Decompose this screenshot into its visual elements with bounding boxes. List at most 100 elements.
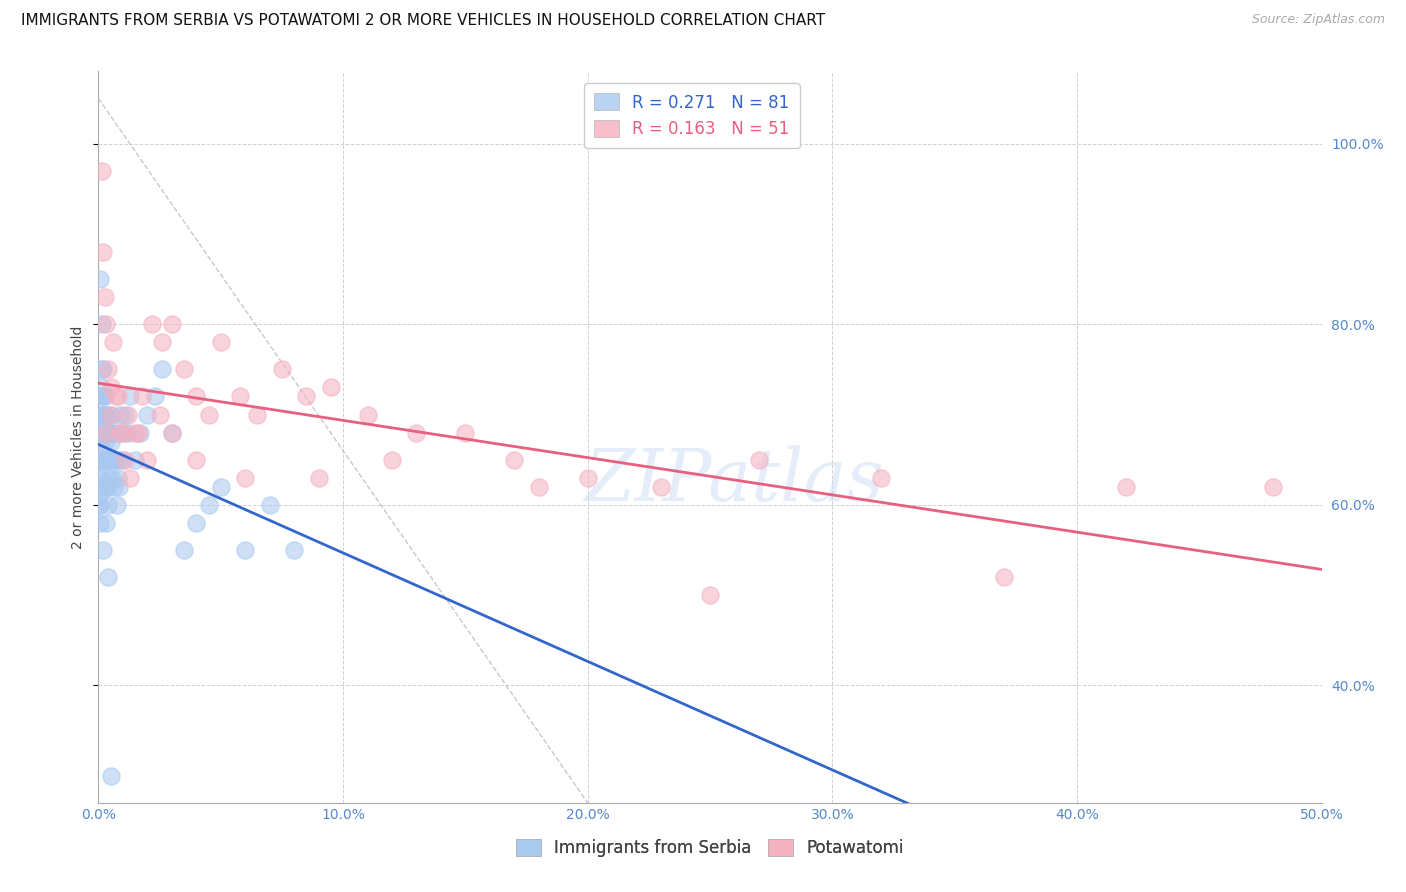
Point bbox=[101, 335, 124, 350]
Point bbox=[197, 408, 219, 422]
Point bbox=[90, 425, 112, 440]
Point bbox=[110, 408, 132, 422]
Point bbox=[1261, 480, 1284, 494]
Point bbox=[105, 498, 128, 512]
Point bbox=[527, 480, 550, 494]
Point bbox=[100, 380, 122, 394]
Point bbox=[110, 425, 132, 440]
Point bbox=[104, 389, 127, 403]
Point bbox=[97, 362, 120, 376]
Point bbox=[94, 408, 117, 422]
Point bbox=[748, 452, 770, 467]
Point bbox=[89, 480, 111, 494]
Point bbox=[160, 425, 183, 440]
Point bbox=[90, 452, 112, 467]
Point bbox=[93, 290, 115, 304]
Point bbox=[101, 471, 124, 485]
Point bbox=[89, 272, 111, 286]
Y-axis label: 2 or more Vehicles in Household: 2 or more Vehicles in Household bbox=[72, 326, 86, 549]
Point bbox=[98, 471, 121, 485]
Point bbox=[160, 425, 183, 440]
Point bbox=[96, 425, 118, 440]
Point bbox=[97, 452, 120, 467]
Point bbox=[150, 335, 173, 350]
Point bbox=[117, 425, 139, 440]
Point bbox=[454, 425, 477, 440]
Point bbox=[107, 389, 129, 403]
Point bbox=[100, 434, 122, 449]
Point bbox=[91, 244, 114, 259]
Point bbox=[149, 408, 172, 422]
Point bbox=[89, 471, 111, 485]
Text: ZIPatlas: ZIPatlas bbox=[585, 446, 884, 516]
Point bbox=[136, 408, 159, 422]
Point bbox=[94, 452, 117, 467]
Point bbox=[94, 389, 117, 403]
Text: IMMIGRANTS FROM SERBIA VS POTAWATOMI 2 OR MORE VEHICLES IN HOUSEHOLD CORRELATION: IMMIGRANTS FROM SERBIA VS POTAWATOMI 2 O… bbox=[21, 13, 825, 29]
Point bbox=[129, 425, 152, 440]
Point bbox=[90, 425, 112, 440]
Point bbox=[111, 425, 134, 440]
Point bbox=[870, 471, 893, 485]
Point bbox=[94, 425, 117, 440]
Point bbox=[96, 408, 118, 422]
Point bbox=[108, 480, 131, 494]
Point bbox=[89, 452, 111, 467]
Point bbox=[209, 480, 232, 494]
Point bbox=[103, 452, 125, 467]
Point bbox=[93, 389, 115, 403]
Point bbox=[114, 452, 136, 467]
Point bbox=[308, 471, 330, 485]
Point bbox=[91, 408, 114, 422]
Point bbox=[111, 425, 134, 440]
Point bbox=[90, 389, 112, 403]
Point bbox=[87, 489, 110, 503]
Point bbox=[246, 408, 269, 422]
Point bbox=[100, 408, 122, 422]
Point bbox=[96, 480, 118, 494]
Point bbox=[270, 362, 294, 376]
Point bbox=[319, 380, 342, 394]
Point bbox=[229, 389, 252, 403]
Point bbox=[186, 389, 208, 403]
Point bbox=[405, 425, 427, 440]
Point bbox=[93, 434, 115, 449]
Point bbox=[124, 452, 146, 467]
Point bbox=[103, 480, 125, 494]
Point bbox=[90, 408, 112, 422]
Point bbox=[89, 516, 111, 530]
Point bbox=[89, 434, 111, 449]
Point bbox=[127, 425, 149, 440]
Point bbox=[94, 317, 117, 331]
Point bbox=[160, 317, 183, 331]
Text: Source: ZipAtlas.com: Source: ZipAtlas.com bbox=[1251, 13, 1385, 27]
Point bbox=[650, 480, 672, 494]
Point bbox=[381, 452, 404, 467]
Point bbox=[104, 425, 127, 440]
Point bbox=[173, 362, 195, 376]
Point bbox=[98, 425, 121, 440]
Point bbox=[91, 317, 114, 331]
Point bbox=[90, 471, 112, 485]
Point bbox=[356, 408, 378, 422]
Point bbox=[143, 389, 166, 403]
Point bbox=[576, 471, 599, 485]
Point bbox=[141, 317, 163, 331]
Point bbox=[93, 408, 115, 422]
Point bbox=[93, 452, 115, 467]
Point bbox=[91, 389, 114, 403]
Point bbox=[94, 425, 117, 440]
Point bbox=[91, 362, 114, 376]
Point bbox=[124, 425, 146, 440]
Point bbox=[91, 425, 114, 440]
Point bbox=[94, 516, 117, 530]
Point bbox=[93, 425, 115, 440]
Point bbox=[136, 452, 159, 467]
Point bbox=[91, 163, 114, 178]
Point bbox=[120, 389, 142, 403]
Point bbox=[91, 543, 114, 558]
Point bbox=[173, 543, 195, 558]
Point bbox=[503, 452, 526, 467]
Point bbox=[96, 452, 118, 467]
Point bbox=[100, 769, 122, 783]
